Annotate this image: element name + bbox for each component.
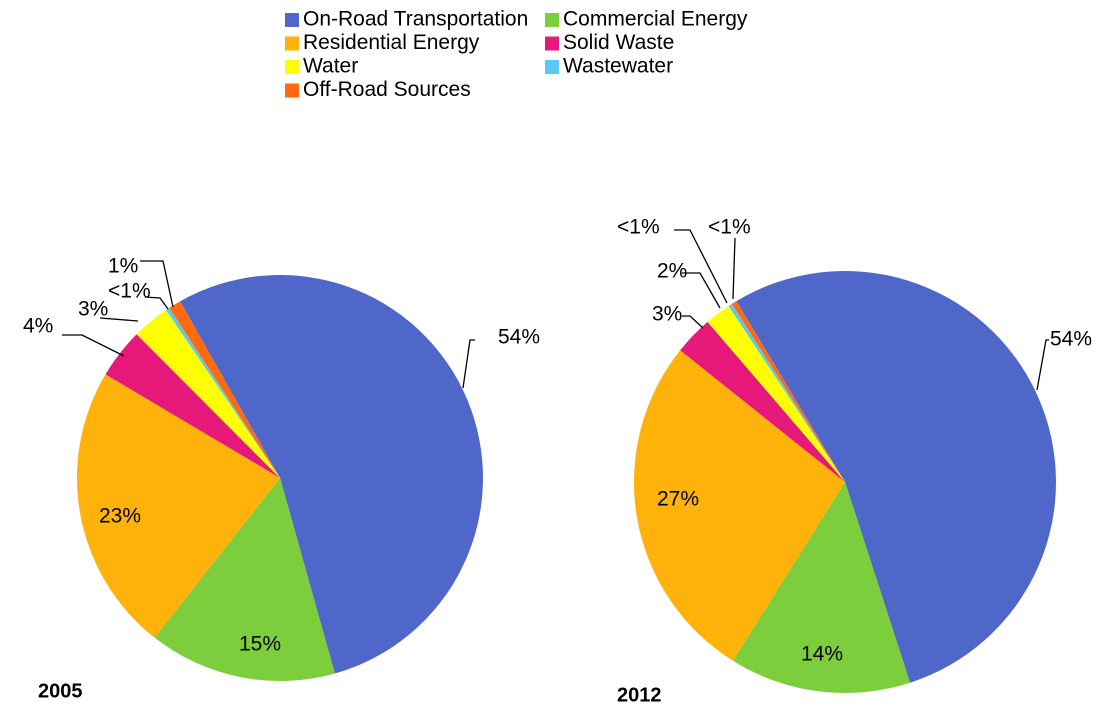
leader-line (682, 272, 721, 309)
leader-line (140, 260, 174, 308)
pie-slice (105, 334, 280, 478)
data-label: 4% (23, 315, 53, 338)
leader-line (462, 339, 475, 389)
data-label: 2% (657, 260, 687, 283)
data-label: 3% (652, 303, 682, 326)
legend-swatch (285, 36, 299, 51)
legend-swatch (285, 83, 299, 98)
pie-slice (736, 271, 1056, 683)
legend-label: Wastewater (563, 55, 673, 78)
pie-slice (680, 321, 845, 482)
pie-slice (136, 310, 280, 478)
data-label: 14% (801, 643, 843, 666)
legend-label: Residential Energy (303, 31, 480, 54)
pie-slice (731, 301, 845, 482)
data-label: 3% (78, 298, 108, 321)
data-label: <1% (617, 216, 660, 239)
leader-line (144, 296, 169, 310)
legend-swatch (545, 36, 559, 51)
data-label: <1% (108, 280, 151, 303)
pie-slice (634, 350, 845, 661)
pie-slice (180, 275, 483, 674)
leader-line (674, 229, 728, 304)
leader-line (62, 334, 125, 357)
data-label: <1% (708, 216, 751, 239)
pie-slice (154, 478, 335, 681)
legend-swatch (285, 60, 299, 74)
legend-label: Off-Road Sources (303, 78, 471, 101)
legend-label: Water (303, 55, 358, 78)
pie-slice (707, 306, 845, 482)
legend-label: Solid Waste (563, 31, 674, 54)
pie-slice (732, 482, 911, 694)
data-label: 54% (1050, 328, 1092, 351)
pie-slice (728, 303, 845, 482)
legend-swatch (545, 13, 559, 27)
data-label: 54% (498, 326, 540, 349)
legend-swatch (545, 60, 559, 74)
chart-title: 2012 (617, 684, 662, 706)
leader-line (99, 317, 139, 322)
pie-slice (169, 301, 280, 478)
data-label: 1% (108, 255, 138, 278)
chart-title: 2005 (38, 680, 83, 702)
pie-slice (165, 307, 280, 478)
pie-slice (77, 374, 281, 638)
data-label: 27% (657, 488, 699, 511)
leader-line (682, 315, 704, 329)
legend-label: On-Road Transportation (303, 8, 528, 31)
leader-line (1036, 339, 1049, 391)
legend-swatch (285, 13, 299, 27)
data-label: 23% (99, 505, 141, 528)
data-label: 15% (239, 633, 281, 656)
legend-label: Commercial Energy (563, 8, 748, 31)
leader-line (732, 237, 736, 300)
